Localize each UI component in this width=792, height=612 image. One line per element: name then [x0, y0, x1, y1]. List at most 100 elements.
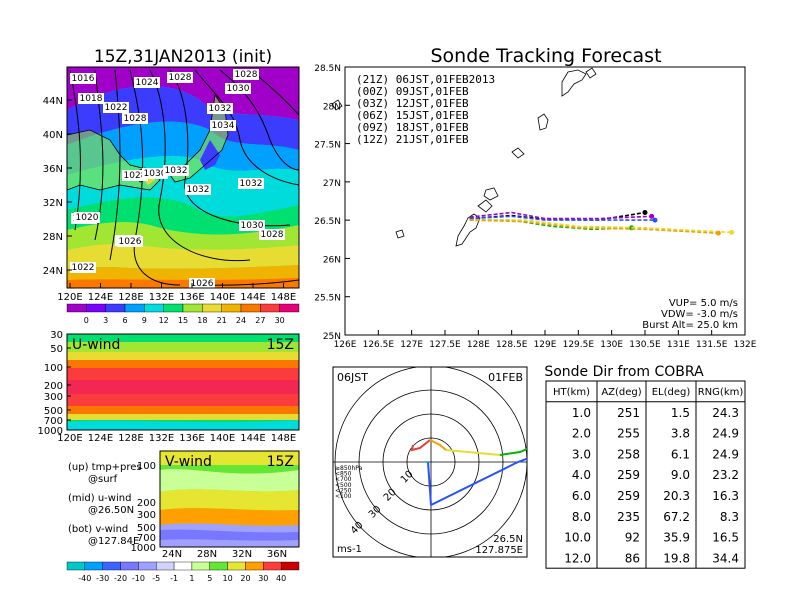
tracking-x-axis: 126E 126.5E 127E 127.5E 128E 128.5E 129E 129.5E… — [334, 330, 757, 350]
colorbar-swatch — [240, 303, 261, 313]
tracking-y-label: 25N — [323, 332, 341, 342]
track-line — [469, 215, 655, 221]
colorbar-swatch — [105, 303, 126, 313]
colorbar-tick-label: 6 — [122, 316, 127, 325]
v-lat-label: 28N — [197, 549, 217, 560]
v-wind-field — [160, 451, 299, 547]
surface-lat-label: 36N — [43, 164, 63, 175]
tracking-y-label: 25.5N — [314, 294, 341, 304]
tracking-y-axis: 28.5N 28N 27.5N 27N 26.5N 26N 25.5N 25N — [314, 64, 350, 342]
tracking-legend-entry: (09Z) 18JST,01FEB — [356, 121, 469, 134]
table-cell: 259 — [617, 468, 640, 482]
table-cell: 20.3 — [663, 489, 690, 503]
v-lat-label: 36N — [267, 549, 287, 560]
isobar-label: 1032 — [238, 178, 264, 189]
tracking-x-label: 128E — [467, 340, 490, 350]
isobar-label-text: 1028 — [124, 114, 147, 124]
isobar-label-bg — [142, 168, 168, 179]
isobar-label: 1028 — [122, 170, 148, 181]
hodograph-level: ≥850hPa — [335, 465, 363, 472]
isobar-label-bg — [233, 69, 259, 80]
table-header-cell: AZ(deg) — [601, 387, 641, 398]
table-cell: 16.3 — [712, 489, 739, 503]
isobar-label-bg — [225, 83, 251, 94]
table-cell: 19.8 — [663, 551, 690, 565]
table-cell: 3.0 — [572, 447, 591, 461]
u-pressure-label: 100 — [44, 363, 63, 374]
panel-notes: (up) tmp+pres@surf (mid) u-wind@26.50N (bo… — [68, 462, 142, 547]
isobar-label-text: 1030 — [241, 221, 264, 231]
v-colorbar-swatch — [280, 561, 300, 571]
burst-point — [652, 217, 658, 223]
table-cell: 259 — [617, 489, 640, 503]
panel-note-line1: (up) tmp+pres — [68, 462, 142, 473]
isobar-label-bg — [70, 73, 96, 84]
surface-lat-label: 24N — [43, 266, 63, 277]
v-pressure-label: 100 — [137, 461, 156, 472]
v-colorbar-swatch — [66, 561, 86, 571]
v-colorbar-tick-label: 30 — [258, 574, 268, 583]
v-colorbar-tick-label: -5 — [152, 574, 160, 583]
table-cell: 2.0 — [572, 427, 591, 441]
v-colorbar-swatch — [156, 561, 175, 571]
table-header-cell: HT(km) — [553, 387, 590, 398]
u-lon-label: 148E — [271, 433, 296, 444]
hodograph-level: <700 — [335, 476, 352, 483]
colorbar-swatch — [163, 303, 184, 313]
colorbar-tick-label: 18 — [197, 316, 207, 325]
isobar-label-bg — [74, 212, 100, 223]
tracking-x-label: 132E — [734, 340, 757, 350]
table-cell: 255 — [617, 427, 640, 441]
tracking-y-label: 28N — [323, 102, 341, 112]
tracking-legend-entry: (03Z) 12JST,01FEB — [356, 97, 469, 110]
isobar-label: 1030 — [225, 83, 251, 94]
isobar-label-text: 1020 — [76, 213, 99, 223]
colorbar-swatch — [182, 303, 203, 313]
tracking-x-label: 127.5E — [429, 340, 461, 350]
isobar-label-bg — [163, 165, 189, 176]
colorbar-tick-label: 24 — [236, 316, 246, 325]
isobar-label-bg — [207, 103, 233, 114]
isobar-label-bg — [210, 120, 236, 131]
tracking-x-label: 131.5E — [696, 340, 728, 350]
isobar-label-text: 1016 — [72, 74, 95, 84]
isobar-label-text: 1018 — [80, 94, 103, 104]
table-cell: 1.5 — [671, 406, 690, 420]
colorbar-tick-label: 0 — [84, 316, 89, 325]
v-colorbar-swatch — [209, 561, 228, 571]
table-cell: 9.0 — [671, 468, 690, 482]
isobar-label-bg — [122, 170, 148, 181]
u-pressure-label: 700 — [44, 416, 63, 427]
colorbar-tick-label: 27 — [255, 316, 265, 325]
u-wind-field — [67, 334, 299, 430]
v-wind-colorbar: -40 -30 -20 -10 -5 -1 1 5 10 20 30 40 — [66, 561, 300, 583]
u-pressure-label: 200 — [44, 381, 63, 392]
v-colorbar-swatch — [138, 561, 157, 571]
v-colorbar-swatch — [120, 561, 139, 571]
isobar-label-text: 1026 — [119, 237, 142, 247]
isobar-label-text: 1034 — [212, 121, 235, 131]
v-colorbar-tick-label: -20 — [114, 574, 127, 583]
u-lon-label: 124E — [88, 433, 113, 444]
table-cell: 3.8 — [671, 427, 690, 441]
colorbar-swatch — [66, 303, 87, 313]
hodograph-level: <250 — [335, 487, 352, 494]
u-wind-lon-axis: 120E 124E 128E 132E 136E 140E 144E 148E — [57, 433, 296, 444]
isobar-label-text: 1030 — [227, 84, 250, 94]
colorbar-swatch — [279, 303, 300, 313]
launch-param: VUP= 5.0 m/s — [669, 298, 738, 309]
isobar-label-text: 1032 — [165, 166, 188, 176]
v-pressure-label: 300 — [137, 510, 156, 521]
colorbar-tick-label: 21 — [217, 316, 227, 325]
tracking-y-label: 28.5N — [314, 64, 341, 74]
isobar-label: 1018 — [78, 93, 104, 104]
surface-lat-label: 40N — [43, 130, 63, 141]
isobar-label: 1030 — [142, 168, 168, 179]
colorbar-tick-label: 15 — [178, 316, 188, 325]
colorbar-tick-label: 12 — [159, 316, 169, 325]
isobar-label-text: 1032 — [209, 104, 232, 114]
surface-lon-label: 148E — [271, 292, 296, 303]
table-cell: 34.4 — [712, 551, 739, 565]
u-wind-label: U-wind — [72, 337, 120, 353]
isobar-label-group: 1016102410281028103010181022102010261028… — [70, 69, 285, 288]
